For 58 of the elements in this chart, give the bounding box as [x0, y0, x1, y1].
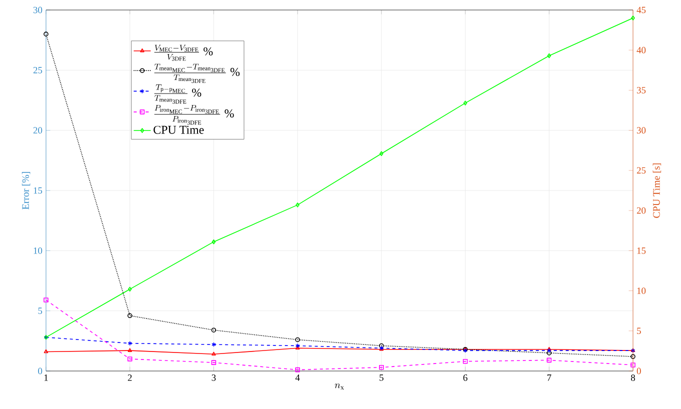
legend-label: $\frac{P_{\mathrm{iron}_{\mathrm{MEC}}}-P_{\mathrm{iron}_{\mathrm{3DFE}}}}{P_{\mathrm{iron}_{\mathrm{3DFE}}}}\ \%$	[154, 105, 234, 125]
point	[211, 328, 216, 332]
point	[127, 313, 132, 318]
point	[546, 358, 552, 363]
y2-tick-label: 20	[636, 207, 646, 214]
point	[212, 342, 216, 347]
point	[630, 354, 636, 359]
y2-tick-label: 0	[636, 368, 641, 374]
point	[295, 367, 300, 372]
legend-label: $\frac{V_{\mathrm{MEC}}-V_{\mathrm{3DFE}}}{V_{\mathrm{3DFE}}}\ \%$	[154, 44, 213, 61]
point	[212, 239, 216, 244]
point	[128, 286, 132, 292]
point	[128, 348, 132, 352]
y-tick-label: 30	[33, 6, 42, 14]
y2-tick-label: 25	[636, 167, 646, 174]
y-tick-label: 20	[33, 127, 42, 134]
legend-label: $\text{CPU Time}$	[154, 126, 204, 134]
y-tick-label: 25	[33, 66, 42, 74]
x-tick-label: 6	[463, 374, 468, 381]
x-tick-label: 7	[547, 374, 552, 381]
y2-tick-label: 5	[637, 328, 641, 334]
x-tick-label: 5	[380, 374, 384, 381]
point	[296, 202, 300, 208]
x-tick-label: 2	[128, 374, 132, 381]
point	[547, 53, 552, 58]
x-tick-label: 4	[295, 374, 300, 381]
point	[212, 352, 216, 356]
point	[44, 298, 48, 302]
y2-tick-label: 40	[636, 46, 646, 54]
y-axis-title: Error [%]	[22, 172, 30, 210]
point	[128, 340, 132, 346]
point	[462, 358, 468, 364]
x-axis-title: $n_{\mathrm{x}}$	[334, 384, 344, 390]
x-tick-label: 3	[212, 374, 216, 381]
point	[295, 337, 300, 342]
legend-label: $\frac{T_{\mathrm{p-p}_{\mathrm{MEC}}}}{T_{\mathrm{mean}_{\mathrm{3DFE}}}}\ \%$	[154, 84, 202, 104]
point	[379, 365, 384, 370]
x-tick-label: 8	[630, 374, 636, 381]
y2-axis-title: CPU Time [s]	[652, 163, 662, 218]
point	[379, 343, 384, 348]
point	[127, 356, 132, 362]
y2-tick-label: 30	[636, 127, 646, 134]
x-tick-label: 1	[44, 374, 48, 381]
point	[380, 151, 384, 156]
point	[211, 360, 216, 365]
y2-tick-label: 10	[637, 288, 646, 294]
point	[463, 100, 468, 106]
y2-tick-label: 45	[636, 6, 646, 14]
point	[295, 343, 300, 348]
y2-tick-label: 15	[637, 247, 646, 254]
point	[630, 362, 636, 368]
y-tick-label: 15	[34, 187, 42, 194]
point	[44, 32, 48, 36]
y-tick-label: 10	[34, 247, 42, 254]
legend-label: $\frac{T_{\mathrm{mean}_{\mathrm{MEC}}}-T_{\mathrm{mean}_{\mathrm{3DFE}}}}{T_{\mathrm{mean}_{\mathrm{3DFE}}}}\ \%$	[154, 64, 240, 83]
y2-tick-label: 35	[636, 87, 646, 94]
y-tick-label: 5	[38, 308, 42, 314]
y-tick-label: 0	[38, 368, 42, 374]
